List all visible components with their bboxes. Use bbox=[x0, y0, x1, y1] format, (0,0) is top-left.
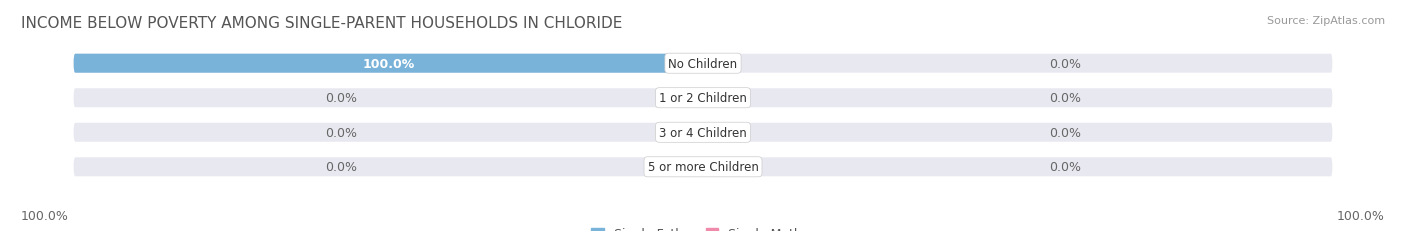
FancyBboxPatch shape bbox=[73, 55, 1333, 73]
Legend: Single Father, Single Mother: Single Father, Single Mother bbox=[586, 222, 820, 231]
Text: 1 or 2 Children: 1 or 2 Children bbox=[659, 92, 747, 105]
Text: 0.0%: 0.0% bbox=[325, 126, 357, 139]
FancyBboxPatch shape bbox=[73, 158, 1333, 176]
Text: 100.0%: 100.0% bbox=[21, 209, 69, 222]
Text: 100.0%: 100.0% bbox=[1337, 209, 1385, 222]
Text: No Children: No Children bbox=[668, 58, 738, 70]
Text: 3 or 4 Children: 3 or 4 Children bbox=[659, 126, 747, 139]
FancyBboxPatch shape bbox=[73, 89, 1333, 108]
Text: 0.0%: 0.0% bbox=[1049, 58, 1081, 70]
FancyBboxPatch shape bbox=[73, 123, 1333, 142]
FancyBboxPatch shape bbox=[73, 55, 703, 73]
Text: INCOME BELOW POVERTY AMONG SINGLE-PARENT HOUSEHOLDS IN CHLORIDE: INCOME BELOW POVERTY AMONG SINGLE-PARENT… bbox=[21, 16, 623, 31]
Text: 0.0%: 0.0% bbox=[325, 92, 357, 105]
Text: 0.0%: 0.0% bbox=[325, 161, 357, 173]
Text: 5 or more Children: 5 or more Children bbox=[648, 161, 758, 173]
Text: 0.0%: 0.0% bbox=[1049, 92, 1081, 105]
Text: 0.0%: 0.0% bbox=[1049, 126, 1081, 139]
Text: 100.0%: 100.0% bbox=[363, 58, 415, 70]
Text: Source: ZipAtlas.com: Source: ZipAtlas.com bbox=[1267, 16, 1385, 26]
Text: 0.0%: 0.0% bbox=[1049, 161, 1081, 173]
